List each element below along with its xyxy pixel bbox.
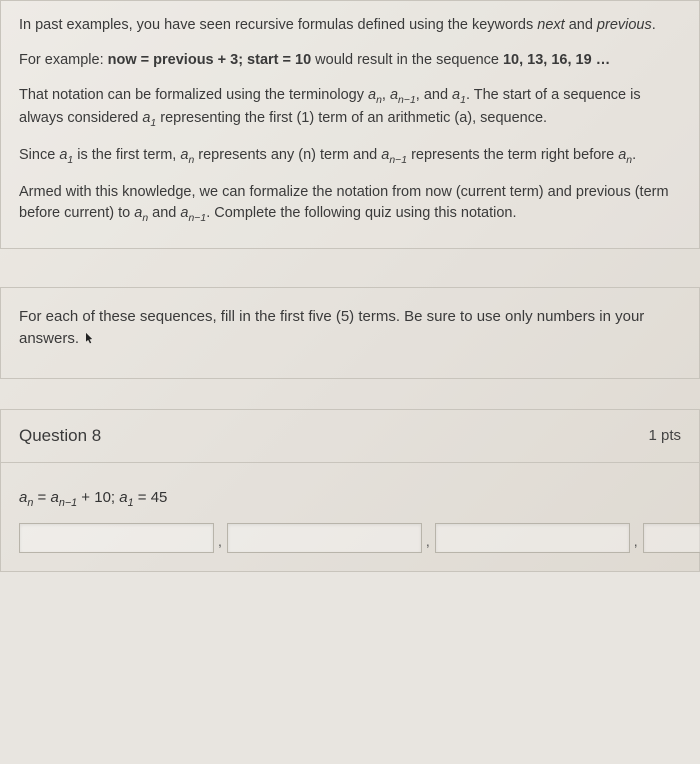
term-an-1b: an−1 <box>381 147 407 163</box>
text: Since <box>19 147 59 163</box>
question-formula: an = an−1 + 10; a1 = 45 <box>19 489 681 509</box>
answer-inputs-row: , , , , , <box>19 523 681 553</box>
term-an-1c: an−1 <box>180 205 206 221</box>
text: That notation can be formalized using th… <box>19 87 368 103</box>
text: . <box>632 147 636 163</box>
text: represents the term right before <box>407 147 618 163</box>
term-an-1: an−1 <box>390 87 416 103</box>
term-input-4[interactable] <box>643 523 700 553</box>
question-header: Question 8 1 pts <box>1 410 699 463</box>
separator: , <box>218 533 223 549</box>
term-input-2[interactable] <box>227 523 422 553</box>
formula-plus: + 10; <box>77 489 119 506</box>
cursor-icon <box>85 332 94 346</box>
text: would result in the sequence <box>311 52 503 68</box>
formula-eq: = 45 <box>134 489 168 506</box>
instruction-p5: Armed with this knowledge, we can formal… <box>19 182 681 226</box>
text: and <box>565 17 597 33</box>
directions-panel: For each of these sequences, fill in the… <box>0 287 700 379</box>
example-formula: now = previous + 3; start = 10 <box>108 52 311 68</box>
term-a1b: a1 <box>142 110 156 126</box>
question-title: Question 8 <box>19 426 101 446</box>
question-points: 1 pts <box>648 427 681 444</box>
instruction-p1: In past examples, you have seen recursiv… <box>19 15 681 36</box>
term-a1: a1 <box>452 87 466 103</box>
term-and: an <box>134 205 148 221</box>
term-anb: an <box>180 147 194 163</box>
text: and <box>148 205 180 221</box>
directions-text: For each of these sequences, fill in the… <box>19 308 644 347</box>
example-sequence: 10, 13, 16, 19 … <box>503 52 610 68</box>
text: . Complete the following quiz using this… <box>206 205 516 221</box>
instruction-p3: That notation can be formalized using th… <box>19 85 681 131</box>
term-input-3[interactable] <box>435 523 630 553</box>
question-body: an = an−1 + 10; a1 = 45 , , , , , <box>1 463 699 571</box>
page: In past examples, you have seen recursiv… <box>0 0 700 572</box>
term-input-1[interactable] <box>19 523 214 553</box>
text: For example: <box>19 52 108 68</box>
text: is the first term, <box>73 147 180 163</box>
term-a1c: a1 <box>59 147 73 163</box>
term-an: an <box>368 87 382 103</box>
instruction-panel: In past examples, you have seen recursiv… <box>0 0 700 249</box>
separator: , <box>426 533 431 549</box>
kw-next: next <box>537 17 564 33</box>
text: , and <box>416 87 452 103</box>
text: In past examples, you have seen recursiv… <box>19 17 537 33</box>
separator: , <box>634 533 639 549</box>
instruction-p4: Since a1 is the first term, an represent… <box>19 145 681 168</box>
question-panel: Question 8 1 pts an = an−1 + 10; a1 = 45… <box>0 409 700 572</box>
term-anc: an <box>618 147 632 163</box>
text: , <box>382 87 390 103</box>
text: representing the first (1) term of an ar… <box>156 110 547 126</box>
instruction-p2: For example: now = previous + 3; start =… <box>19 50 681 71</box>
kw-previous: previous <box>597 17 652 33</box>
text: . <box>652 17 656 33</box>
text: represents any (n) term and <box>194 147 381 163</box>
